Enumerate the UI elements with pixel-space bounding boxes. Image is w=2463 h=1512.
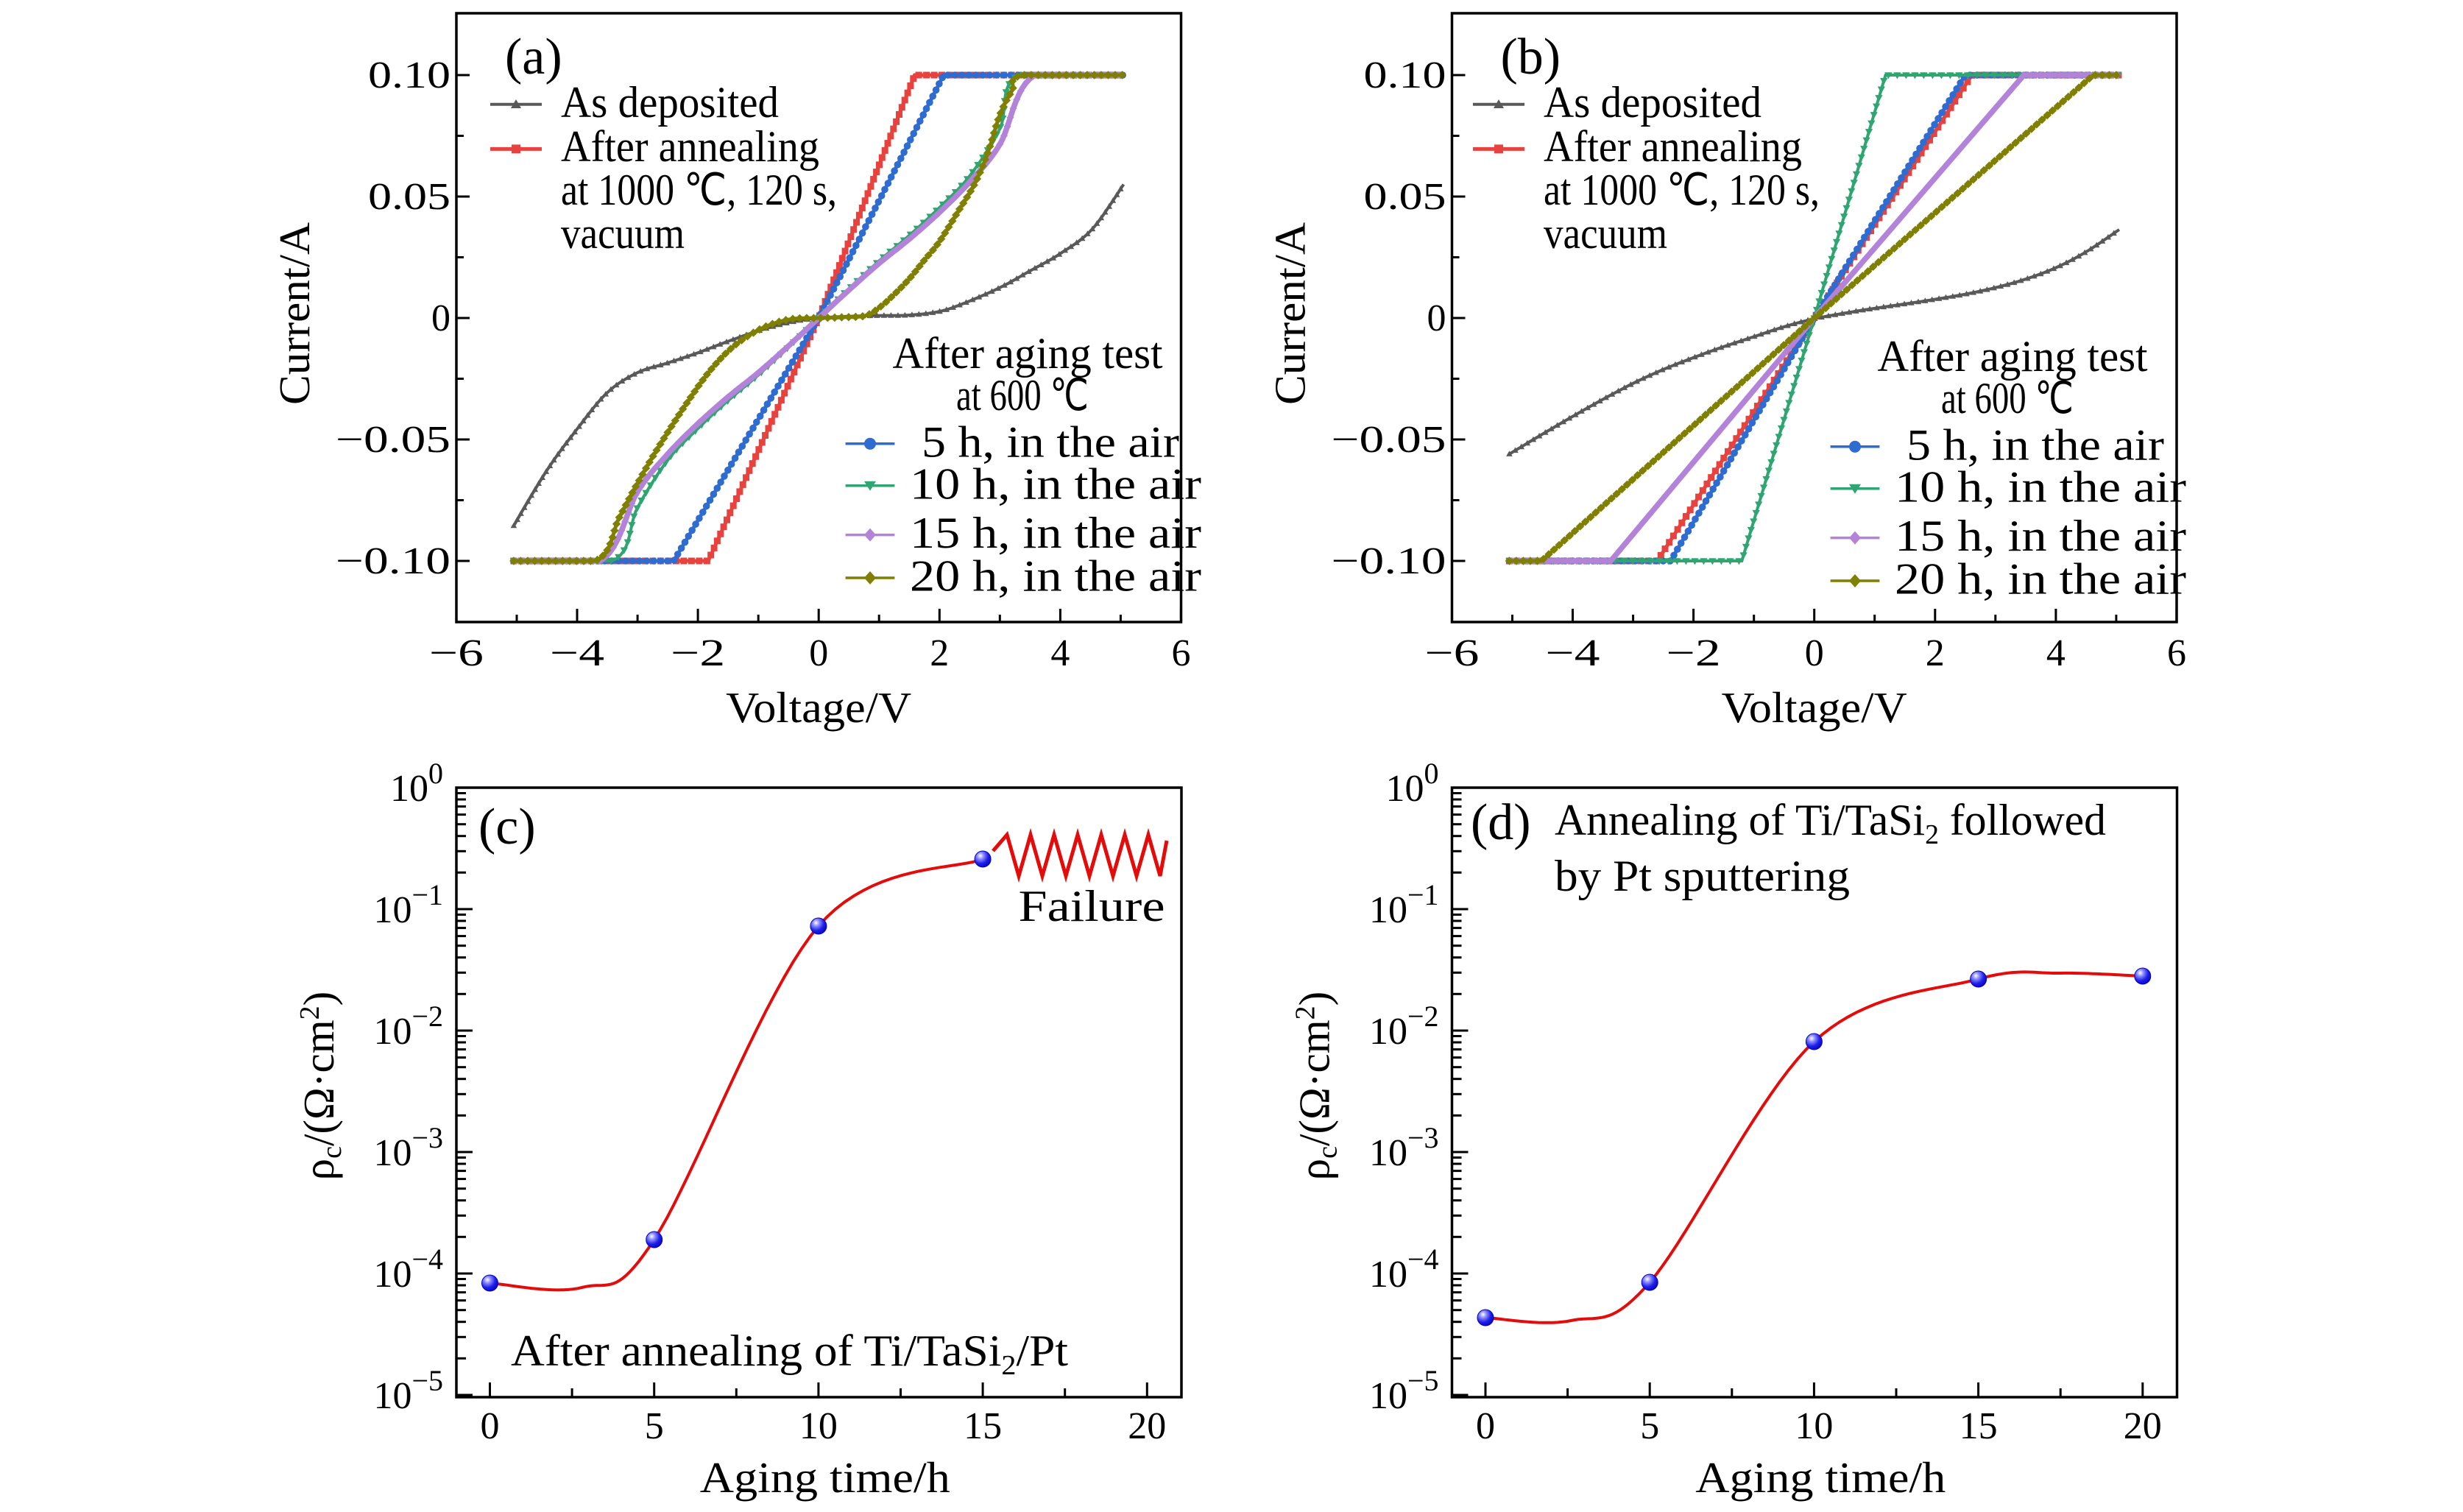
- svg-text:Voltage/V: Voltage/V: [726, 683, 911, 732]
- svg-text:by Pt sputtering: by Pt sputtering: [1555, 852, 1850, 900]
- svg-text:After annealing of Ti/TaSi2/Pt: After annealing of Ti/TaSi 2/Pt: [511, 1326, 1068, 1381]
- svg-text:10 h, in the air: 10 h, in the air: [1895, 462, 2186, 511]
- svg-text:Aging time/h: Aging time/h: [700, 1453, 950, 1502]
- svg-text:−2: −2: [1667, 632, 1721, 674]
- svg-text:−6: −6: [429, 632, 484, 674]
- svg-text:10: 10: [1795, 1405, 1833, 1447]
- svg-text:ρc/(Ω·cm2): ρc/(Ω·cm2): [1290, 992, 1343, 1181]
- svg-text:vacuum: vacuum: [561, 209, 685, 258]
- svg-text:After aging test: After aging test: [893, 329, 1163, 378]
- svg-text:at 1000 ℃, 120 s,: at 1000 ℃, 120 s,: [1544, 166, 1820, 214]
- svg-text:Aging time/h: Aging time/h: [1695, 1453, 1946, 1502]
- svg-text:0.05: 0.05: [1364, 176, 1446, 218]
- svg-text:20 h, in the air: 20 h, in the air: [1895, 555, 2186, 604]
- svg-text:−2: −2: [671, 632, 725, 674]
- svg-text:−0.10: −0.10: [336, 540, 450, 582]
- svg-text:vacuum: vacuum: [1544, 209, 1667, 258]
- svg-text:−0.05: −0.05: [336, 419, 450, 461]
- svg-text:After annealing: After annealing: [561, 122, 819, 171]
- svg-text:0: 0: [1476, 1405, 1495, 1447]
- svg-text:Voltage/V: Voltage/V: [1722, 683, 1907, 732]
- svg-text:20: 20: [2124, 1405, 2162, 1447]
- svg-text:6: 6: [1171, 632, 1190, 674]
- svg-text:Annealing of Ti/TaSi2 followed: Annealing of Ti/TaSi2 followed: [1555, 796, 2106, 850]
- svg-text:6: 6: [2167, 632, 2186, 674]
- svg-text:4: 4: [2046, 632, 2066, 674]
- svg-text:0: 0: [1427, 297, 1446, 339]
- svg-text:2: 2: [930, 632, 949, 674]
- svg-text:0: 0: [1805, 632, 1824, 674]
- svg-text:0: 0: [481, 1405, 500, 1447]
- svg-text:15: 15: [1960, 1405, 1998, 1447]
- svg-text:0.05: 0.05: [368, 176, 450, 218]
- svg-text:Failure: Failure: [1019, 882, 1165, 930]
- svg-text:20 h, in the air: 20 h, in the air: [910, 552, 1201, 601]
- svg-text:−4: −4: [1546, 632, 1600, 674]
- svg-text:0.10: 0.10: [368, 54, 450, 96]
- svg-text:After annealing: After annealing: [1544, 122, 1802, 171]
- svg-text:−0.05: −0.05: [1332, 419, 1446, 461]
- svg-text:−4: −4: [550, 632, 604, 674]
- svg-text:5: 5: [1640, 1405, 1659, 1447]
- svg-text:0: 0: [431, 297, 450, 339]
- svg-text:After aging test: After aging test: [1878, 332, 2148, 381]
- svg-text:20: 20: [1128, 1405, 1166, 1447]
- svg-text:Current/A: Current/A: [1266, 222, 1315, 405]
- svg-text:5: 5: [645, 1405, 664, 1447]
- svg-text:15: 15: [964, 1405, 1002, 1447]
- svg-text:Current/A: Current/A: [270, 222, 319, 405]
- svg-text:−6: −6: [1424, 632, 1479, 674]
- svg-text:at 600 ℃: at 600 ℃: [1941, 374, 2074, 423]
- svg-text:15 h, in the air: 15 h, in the air: [910, 509, 1201, 557]
- svg-text:10 h, in the air: 10 h, in the air: [910, 459, 1201, 508]
- svg-text:(a): (a): [505, 29, 562, 85]
- svg-text:at 1000 ℃, 120 s,: at 1000 ℃, 120 s,: [561, 166, 837, 214]
- svg-text:5 h, in the air: 5 h, in the air: [1907, 420, 2164, 469]
- svg-text:5 h, in the air: 5 h, in the air: [922, 417, 1179, 466]
- svg-text:at 600 ℃: at 600 ℃: [956, 371, 1089, 420]
- svg-text:4: 4: [1050, 632, 1070, 674]
- svg-text:As deposited: As deposited: [561, 78, 779, 127]
- svg-text:10: 10: [799, 1405, 838, 1447]
- svg-text:(d): (d): [1471, 794, 1531, 851]
- svg-text:0: 0: [809, 632, 828, 674]
- svg-text:2: 2: [1926, 632, 1945, 674]
- svg-text:15 h, in the air: 15 h, in the air: [1895, 512, 2186, 560]
- svg-text:(b): (b): [1501, 29, 1561, 85]
- svg-text:−0.10: −0.10: [1332, 540, 1446, 582]
- svg-text:As deposited: As deposited: [1544, 78, 1761, 127]
- svg-text:(c): (c): [478, 799, 536, 855]
- svg-text:0.10: 0.10: [1364, 54, 1446, 96]
